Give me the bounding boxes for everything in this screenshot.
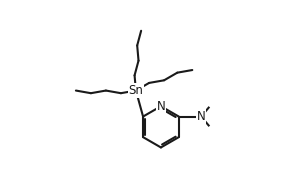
Text: N: N <box>156 100 165 113</box>
Text: N: N <box>197 110 206 123</box>
Text: Sn: Sn <box>128 84 143 97</box>
